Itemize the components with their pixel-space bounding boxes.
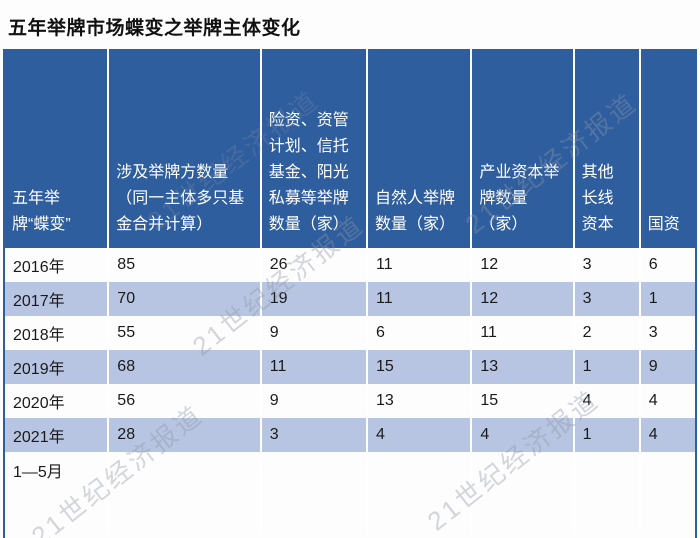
cell-value: 3 [573, 248, 641, 282]
cell-value [573, 452, 641, 534]
cell-value [640, 452, 696, 534]
cell-value: 55 [108, 316, 262, 350]
cell-value: 1 [573, 418, 641, 452]
source-credit: 21世纪经济报道 记者/杨坪 编辑/李新江 设计/徐晖 [4, 534, 696, 538]
table-row: 1—5月 [4, 452, 696, 534]
cell-value [471, 452, 575, 534]
cell-value: 9 [260, 384, 369, 418]
cell-value: 1 [648, 290, 658, 307]
cell-value: 70 [108, 282, 262, 316]
cell-value: 12 [471, 282, 575, 316]
cell-value [108, 452, 262, 534]
cell-value: 13 [367, 384, 473, 418]
cell-value [260, 452, 369, 534]
cell-value: 9 [648, 358, 658, 375]
cell-value: 15 [471, 384, 575, 418]
table-row: 2018年 55 9 6 11 2 3 [4, 316, 696, 350]
cell-value: 28 [108, 418, 262, 452]
cell-value: 1 [573, 350, 641, 384]
cell-value: 85 [108, 248, 262, 282]
table-row: 2016年 85 26 11 12 3 6 [4, 248, 696, 282]
row-label: 2017年 [4, 282, 110, 316]
cell-value: 3 [648, 324, 658, 341]
cell-value: 13 [471, 350, 575, 384]
cell-value: 26 [260, 248, 369, 282]
col-header-parties: 涉及举牌方数量（同一主体多只基金合并计算） [108, 50, 262, 248]
col-header-institutional: 险资、资管计划、信托基金、阳光私募等举牌数量（家） [260, 50, 369, 248]
placard-table: 五年举牌“蝶变” 涉及举牌方数量（同一主体多只基金合并计算） 险资、资管计划、信… [3, 49, 697, 538]
cell-value: 15 [367, 350, 473, 384]
table-row: 2017年 70 19 11 12 3 1 [4, 282, 696, 316]
row-label: 2018年 [4, 316, 110, 350]
col-header-natural-person: 自然人举牌数量（家） [367, 50, 473, 248]
cell-value: 2 [573, 316, 641, 350]
cell-value: 4 [367, 418, 473, 452]
table-row: 2021年 28 3 4 4 1 4 [4, 418, 696, 452]
page-title: 五年举牌市场蝶变之举牌主体变化 [8, 18, 301, 39]
col-header-industrial-capital: 产业资本举牌数量（家） [471, 50, 575, 248]
row-label: 1—5月 [4, 452, 110, 534]
cell-value: 3 [573, 282, 641, 316]
cell-value: 68 [108, 350, 262, 384]
table-header-row: 五年举牌“蝶变” 涉及举牌方数量（同一主体多只基金合并计算） 险资、资管计划、信… [4, 50, 696, 248]
row-label: 2016年 [4, 248, 110, 282]
cell-value: 11 [367, 282, 473, 316]
cell-value: 6 [648, 256, 658, 273]
table-row: 2019年 68 11 15 13 1 9 [4, 350, 696, 384]
col-header-state-owned: 国资 [639, 50, 696, 248]
cell-value: 4 [648, 392, 658, 409]
cell-value: 4 [471, 418, 575, 452]
cell-value: 11 [367, 248, 473, 282]
table-row: 2020年 56 9 13 15 4 4 [4, 384, 696, 418]
cell-value: 19 [260, 282, 369, 316]
cell-value: 11 [471, 316, 575, 350]
col-header-other-longterm: 其他长线资本 [573, 50, 641, 248]
col-header-period: 五年举牌“蝶变” [4, 50, 110, 248]
cell-value: 4 [573, 384, 641, 418]
cell-value: 12 [471, 248, 575, 282]
cell-value: 9 [260, 316, 369, 350]
cell-value: 3 [260, 418, 369, 452]
row-label: 2021年 [4, 418, 110, 452]
row-label: 2019年 [4, 350, 110, 384]
row-label: 2020年 [4, 384, 110, 418]
cell-value [367, 452, 473, 534]
cell-value: 6 [367, 316, 473, 350]
cell-value: 11 [260, 350, 369, 384]
cell-value: 56 [108, 384, 262, 418]
cell-value: 4 [648, 426, 658, 443]
table-footer-row: 21世纪经济报道 记者/杨坪 编辑/李新江 设计/徐晖 [4, 534, 696, 538]
